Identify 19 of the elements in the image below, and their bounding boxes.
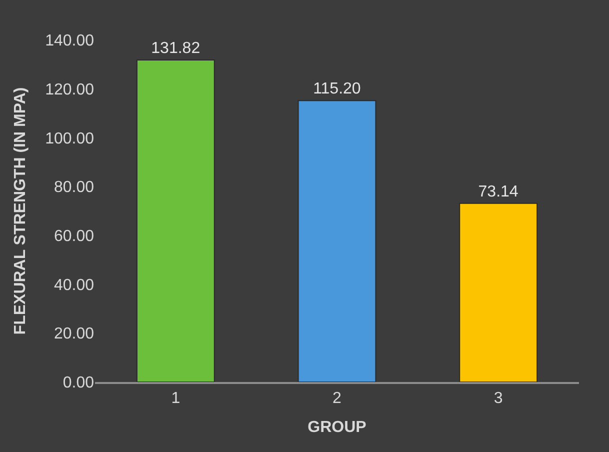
y-tick-label: 120.00 bbox=[45, 81, 94, 98]
x-tick-label: 1 bbox=[171, 390, 180, 407]
y-tick-label: 140.00 bbox=[45, 32, 94, 50]
bar bbox=[298, 100, 376, 382]
y-tick-label: 0.00 bbox=[62, 374, 94, 392]
x-axis-title: GROUP bbox=[308, 419, 367, 436]
x-tick-label: 3 bbox=[494, 390, 503, 407]
data-label: 115.20 bbox=[313, 80, 361, 98]
bar bbox=[459, 202, 538, 382]
y-axis-title: FLEXURAL STRENGTH (IN MPA) bbox=[12, 87, 29, 335]
y-tick-label: 60.00 bbox=[54, 228, 94, 246]
y-tick-label: 100.00 bbox=[45, 130, 94, 148]
y-tick-label: 20.00 bbox=[54, 326, 94, 343]
x-tick-label: 2 bbox=[332, 390, 342, 407]
y-tick-label: 40.00 bbox=[54, 276, 94, 294]
y-tick-label: 80.00 bbox=[54, 179, 94, 196]
bar bbox=[136, 59, 215, 382]
data-label: 131.82 bbox=[151, 40, 200, 57]
data-label: 73.14 bbox=[478, 183, 518, 200]
